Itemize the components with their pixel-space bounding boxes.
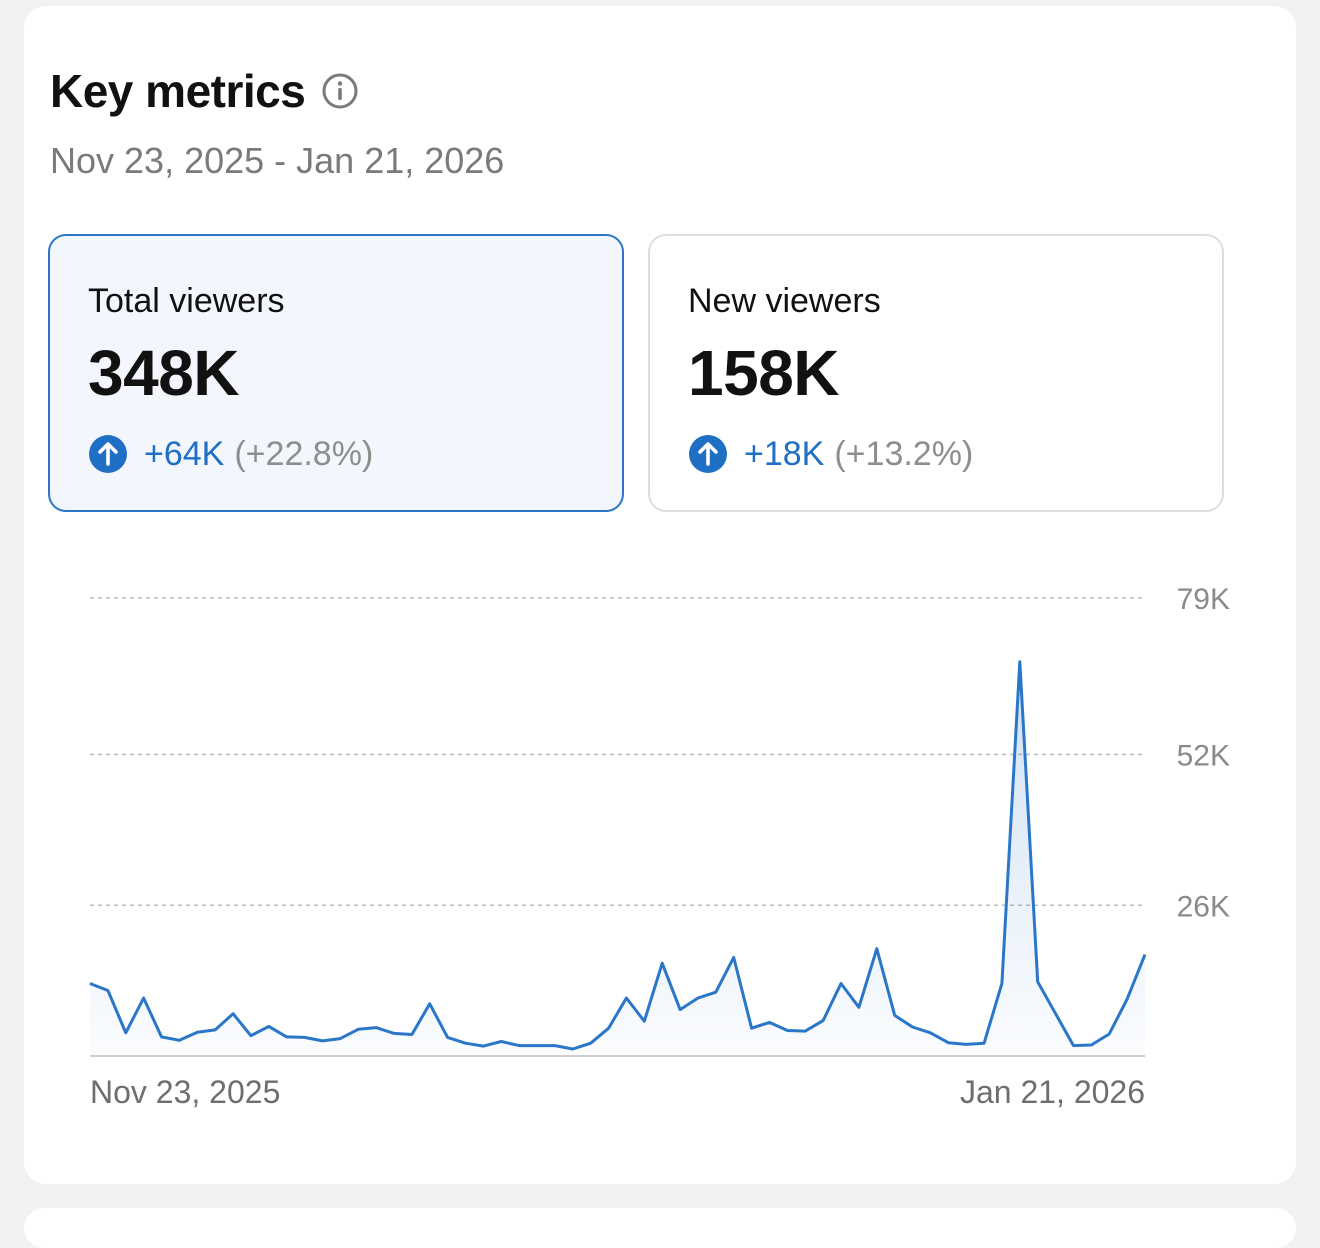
y-tick-label: 26K	[1177, 890, 1230, 923]
chart-series-line	[90, 662, 1145, 1049]
y-tick-label: 52K	[1177, 740, 1230, 773]
viewers-chart[interactable]: 26K 52K 79K Nov 23, 2025 Jan 21, 2026	[0, 0, 1320, 1223]
x-tick-label: Nov 23, 2025	[90, 1074, 280, 1110]
chart-area	[90, 662, 1145, 1056]
x-tick-label: Jan 21, 2026	[960, 1074, 1145, 1110]
y-tick-label: 79K	[1177, 583, 1230, 616]
